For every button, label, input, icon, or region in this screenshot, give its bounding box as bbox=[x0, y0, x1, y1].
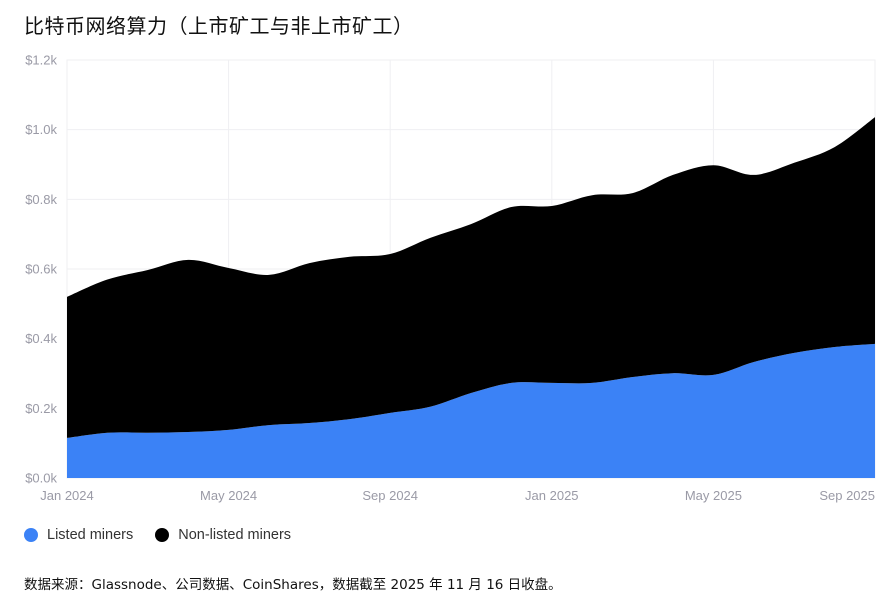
chart-title: 比特币网络算力（上市矿工与非上市矿工） bbox=[24, 14, 414, 38]
legend-label-non-listed: Non-listed miners bbox=[178, 527, 292, 543]
x-tick-label: Jan 2024 bbox=[40, 488, 94, 503]
area-listed-miners bbox=[67, 343, 875, 478]
legend-item-non-listed-miners[interactable]: Non-listed miners bbox=[155, 527, 291, 543]
x-axis-ticks: Jan 2024 May 2024 Sep 2024 Jan 2025 May 2025… bbox=[40, 488, 875, 503]
x-tick-label: May 2025 bbox=[685, 488, 742, 503]
y-tick-label: $1.2k bbox=[25, 53, 57, 68]
x-tick-label: Sep 2024 bbox=[362, 488, 418, 503]
legend: Listed miners Non-listed miners bbox=[24, 527, 313, 543]
y-tick-label: $0.6k bbox=[25, 262, 57, 277]
y-tick-label: $0.2k bbox=[25, 401, 57, 416]
x-tick-label: Jan 2025 bbox=[525, 488, 579, 503]
y-tick-label: $0.8k bbox=[25, 192, 57, 207]
x-tick-label: Sep 2025 bbox=[819, 488, 875, 503]
series-areas bbox=[67, 117, 875, 478]
source-note: 数据来源：Glassnode、公司数据、CoinShares，数据截至 2025… bbox=[24, 577, 562, 593]
legend-label-listed: Listed miners bbox=[47, 527, 134, 543]
y-tick-label: $0.0k bbox=[25, 471, 57, 486]
y-axis-ticks: $0.0k $0.2k $0.4k $0.6k $0.8k $1.0k $1.2k bbox=[25, 53, 57, 486]
y-tick-label: $1.0k bbox=[25, 122, 57, 137]
stacked-area-chart: $0.0k $0.2k $0.4k $0.6k $0.8k $1.0k $1.2k Jan … bbox=[25, 53, 876, 503]
legend-item-listed-miners[interactable]: Listed miners bbox=[24, 527, 133, 543]
x-tick-label: May 2024 bbox=[200, 488, 257, 503]
legend-swatch-non-listed bbox=[155, 528, 170, 542]
legend-swatch-listed bbox=[24, 528, 38, 542]
y-tick-label: $0.4k bbox=[25, 331, 57, 346]
area-non-listed-miners bbox=[67, 117, 875, 438]
